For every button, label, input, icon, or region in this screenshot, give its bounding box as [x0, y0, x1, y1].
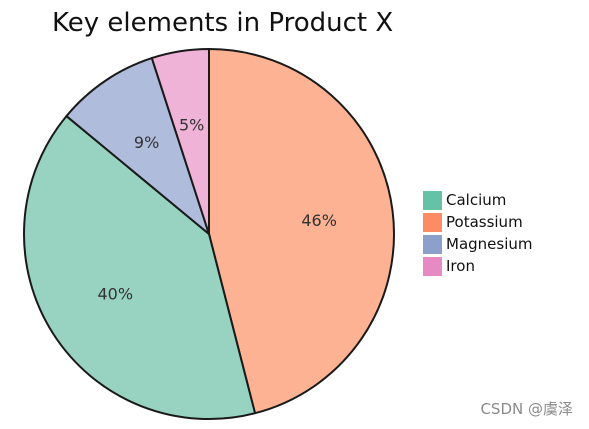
watermark: CSDN @虞泽 [480, 400, 573, 418]
legend-item-calcium: Calcium [423, 189, 533, 211]
pie-slice-potassium [208, 47, 395, 415]
legend-item-iron: Iron [423, 255, 533, 277]
chart-title: Key elements in Product X [52, 8, 394, 38]
pie-slice-iron [150, 47, 210, 235]
legend: Calcium Potassium Magnesium Iron [423, 189, 533, 277]
pie-slice-calcium [23, 114, 257, 420]
legend-swatch [423, 234, 442, 254]
legend-swatch [423, 256, 442, 276]
legend-swatch [423, 212, 442, 232]
legend-swatch [423, 190, 442, 210]
slice-label-potassium: 46% [301, 211, 337, 230]
pie-slice-magnesium [65, 56, 212, 237]
slice-label-magnesium: 9% [134, 133, 159, 152]
legend-item-magnesium: Magnesium [423, 233, 533, 255]
legend-item-potassium: Potassium [423, 211, 533, 233]
legend-label: Potassium [446, 213, 523, 231]
slice-label-calcium: 40% [97, 284, 133, 303]
slice-label-iron: 5% [179, 115, 204, 134]
legend-label: Calcium [446, 191, 507, 209]
legend-label: Iron [446, 257, 475, 275]
legend-label: Magnesium [446, 235, 533, 253]
